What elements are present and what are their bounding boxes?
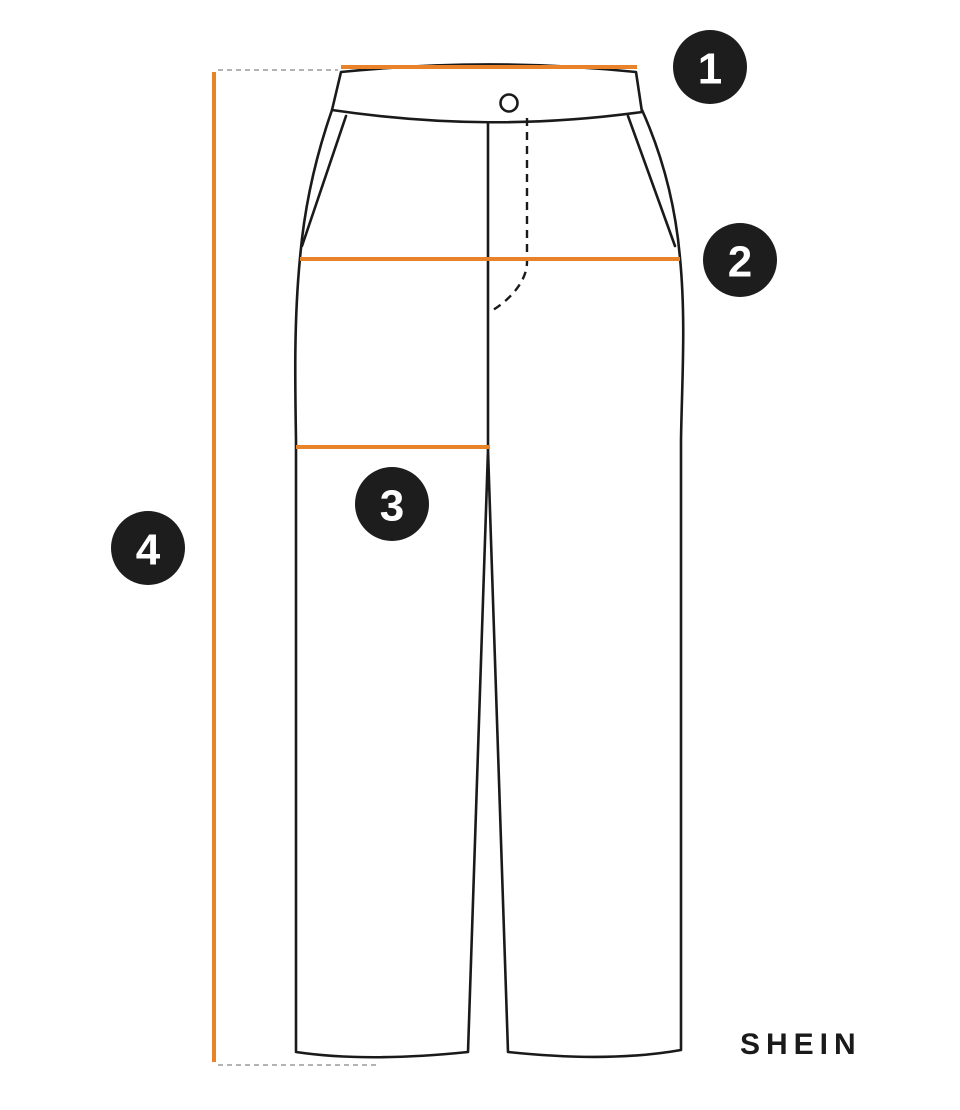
badge-thigh-circle bbox=[355, 467, 429, 541]
badge-waist: 1 bbox=[673, 30, 747, 104]
pants-outline bbox=[293, 108, 685, 1059]
badge-length: 4 bbox=[111, 511, 185, 585]
badge-waist-number: 1 bbox=[698, 45, 722, 94]
waistband bbox=[330, 63, 644, 124]
left-pocket bbox=[300, 114, 348, 248]
badge-length-number: 4 bbox=[136, 526, 161, 575]
waist-button bbox=[499, 93, 519, 113]
badge-hip-number: 2 bbox=[728, 238, 752, 287]
brand-logo: SHEIN bbox=[740, 1028, 862, 1061]
badge-waist-circle bbox=[673, 30, 747, 104]
right-pocket bbox=[626, 114, 677, 248]
badge-hip: 2 bbox=[703, 223, 777, 297]
fly-stitching bbox=[492, 118, 529, 312]
badge-thigh-number: 3 bbox=[380, 482, 404, 531]
badge-length-circle bbox=[111, 511, 185, 585]
badge-hip-circle bbox=[703, 223, 777, 297]
badge-thigh: 3 bbox=[355, 467, 429, 541]
